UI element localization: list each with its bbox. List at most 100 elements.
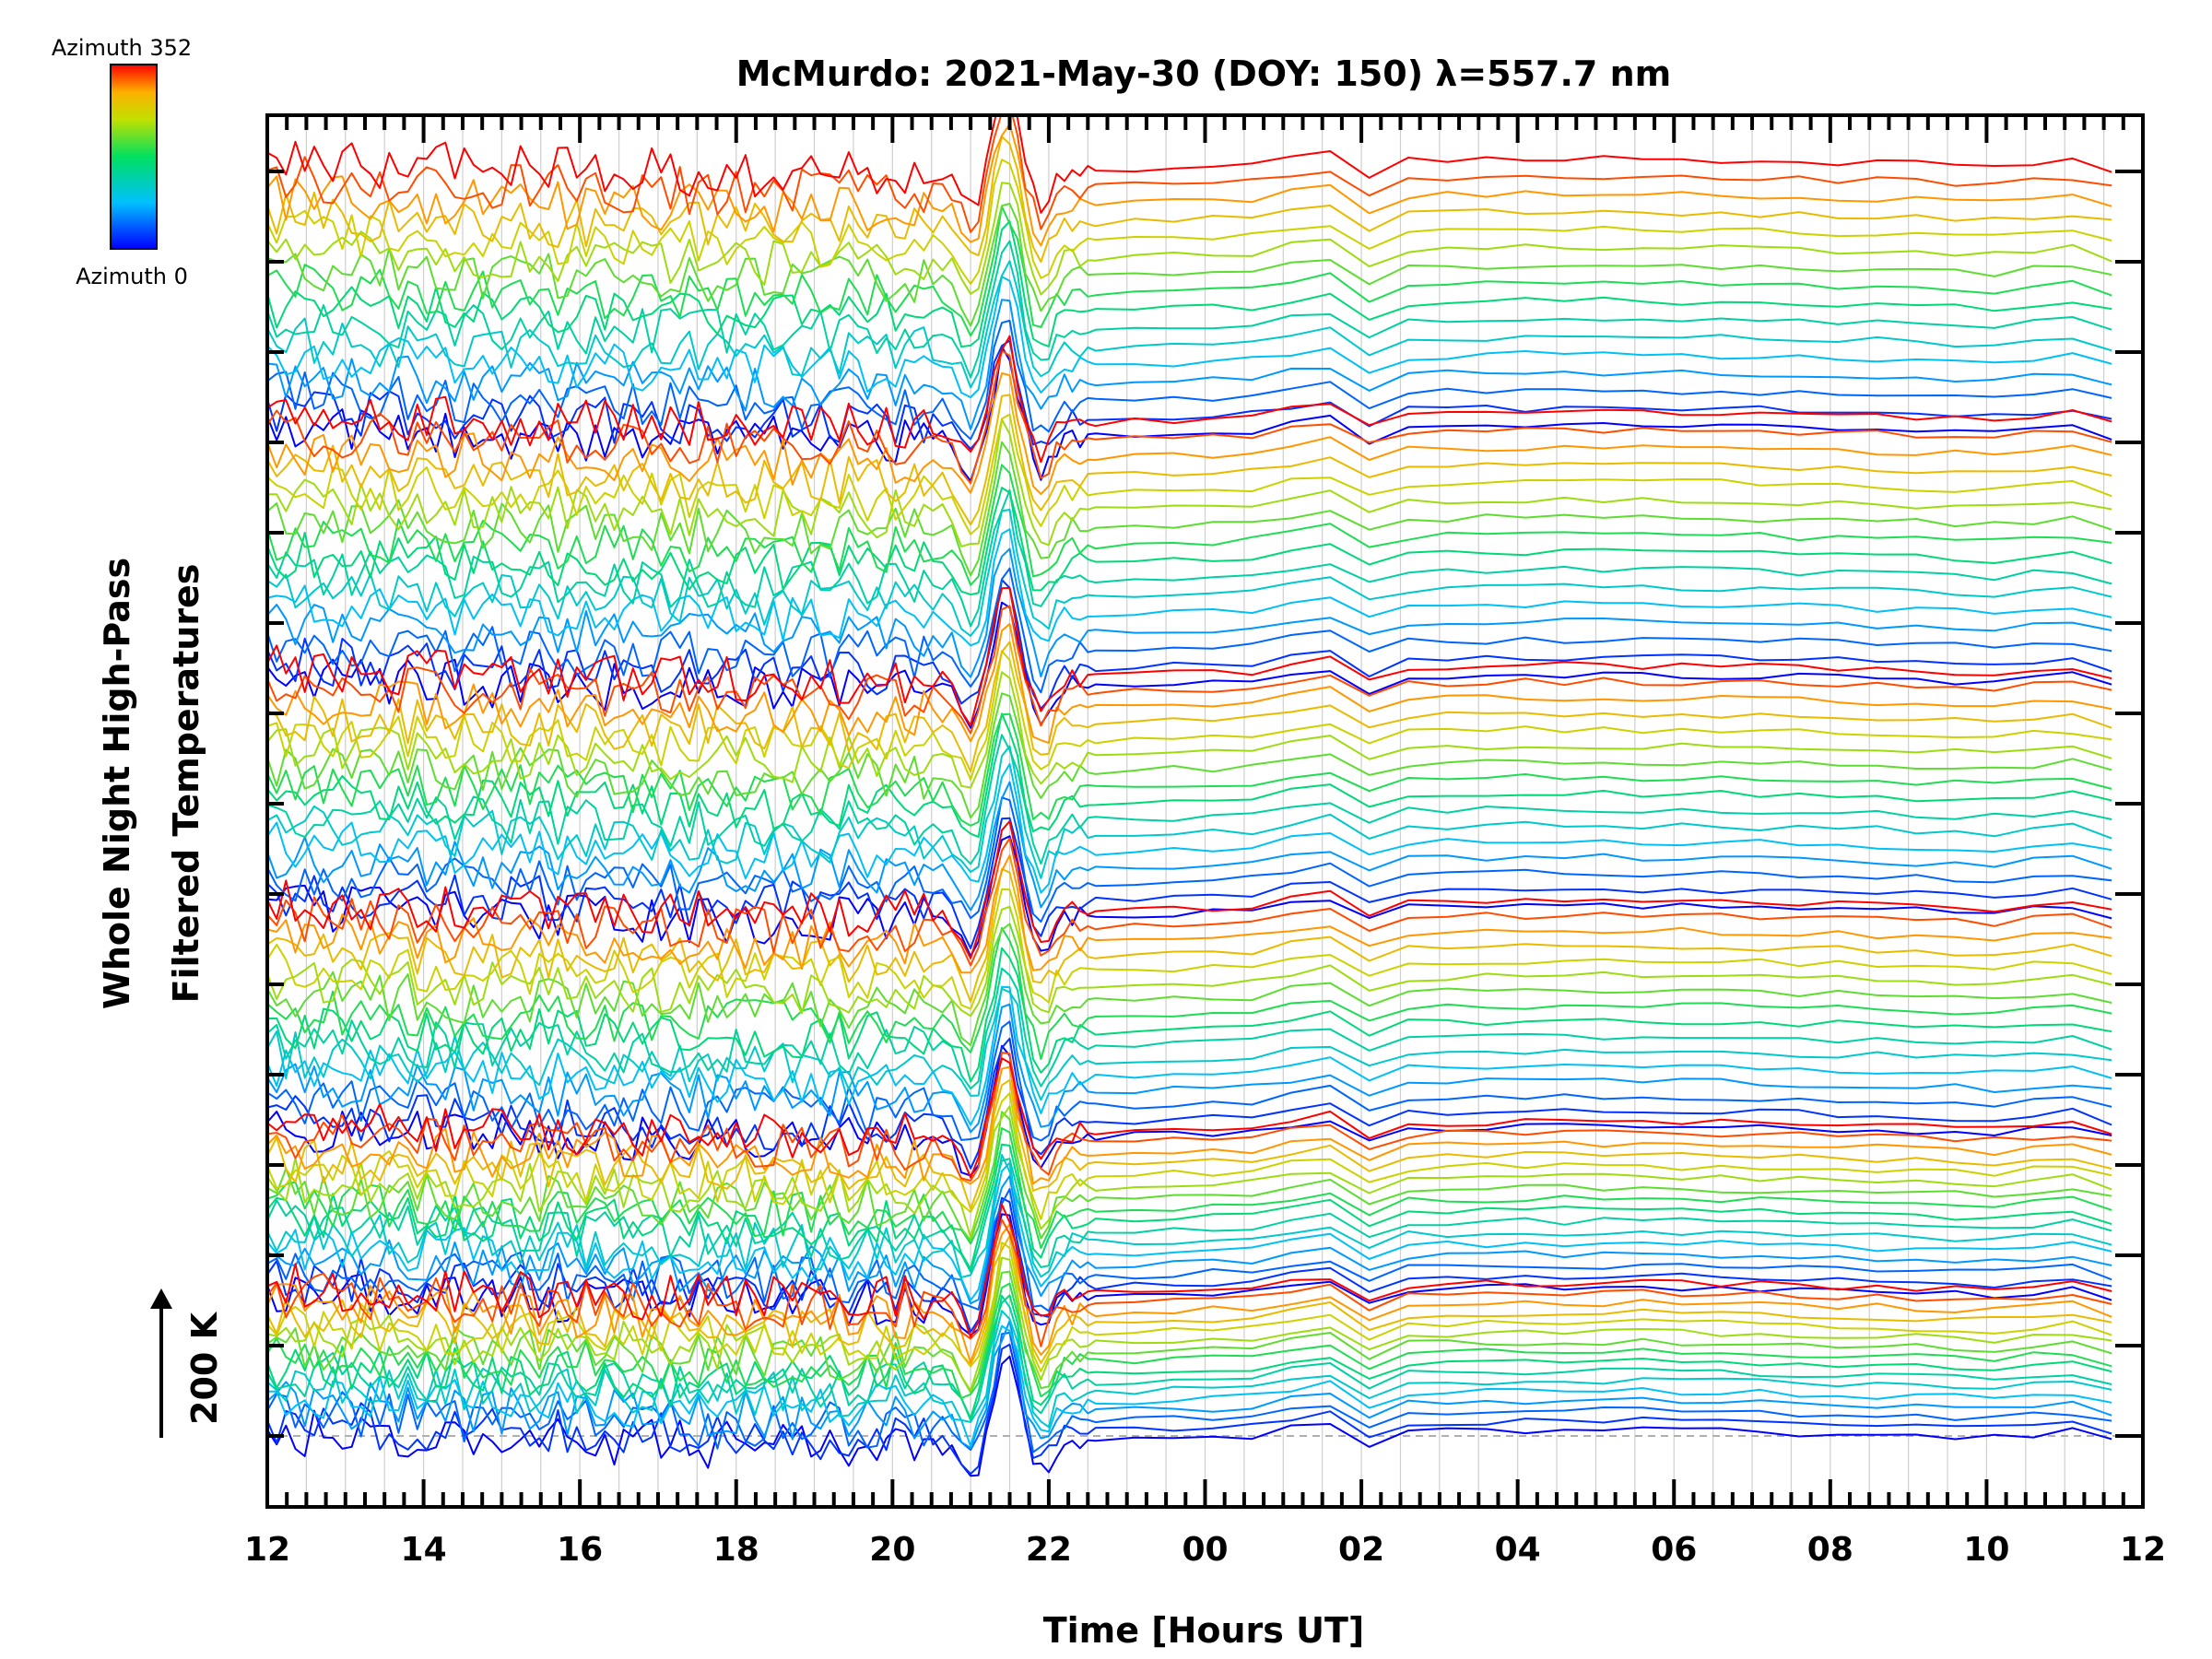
azimuth-trace [267, 586, 2112, 726]
azimuth-trace [267, 220, 2112, 348]
azimuth-trace [267, 1203, 2112, 1338]
y-axis-title-line1: Whole Night High-Pass [97, 558, 137, 1009]
azimuth-trace [267, 1111, 2112, 1241]
azimuth-trace [267, 1320, 2112, 1449]
azimuth-trace [267, 817, 2112, 949]
azimuth-trace [267, 601, 2112, 729]
x-tick-label: 14 [401, 1531, 447, 1569]
azimuth-trace [267, 1052, 2112, 1182]
colorbar-gradient [110, 64, 158, 250]
x-tick-label: 18 [713, 1531, 759, 1569]
azimuth-trace [267, 854, 2112, 974]
azimuth-trace [267, 206, 2112, 337]
azimuth-trace [267, 567, 2112, 694]
azimuth-trace [267, 159, 2112, 286]
azimuth-trace [267, 820, 2112, 959]
x-ticks [265, 115, 2145, 1507]
azimuth-trace [267, 1127, 2112, 1250]
y-axis-title-line2: Filtered Temperatures [166, 564, 206, 1004]
azimuth-trace [267, 923, 2112, 1046]
azimuth-trace [267, 692, 2112, 819]
azimuth-trace [267, 115, 2112, 233]
azimuth-trace [267, 1241, 2112, 1372]
azimuth-trace [267, 712, 2112, 827]
azimuth-trace [267, 650, 2112, 781]
x-tick-label: 08 [1807, 1531, 1853, 1569]
azimuth-trace [267, 299, 2112, 430]
azimuth-trace [267, 1092, 2112, 1220]
azimuth-trace [267, 967, 2112, 1090]
colorbar-top-label: Azimuth 352 [52, 35, 192, 61]
chart-title: McMurdo: 2021-May-30 (DOY: 150) λ=557.7 … [736, 53, 1672, 94]
azimuth-trace [267, 349, 2112, 485]
azimuth-trace [267, 1218, 2112, 1347]
azimuth-trace [267, 547, 2112, 678]
azimuth-trace [267, 123, 2112, 247]
azimuth-trace [267, 605, 2112, 735]
azimuth-trace [267, 346, 2112, 482]
x-tick-label: 04 [1495, 1531, 1541, 1569]
azimuth-trace [267, 1044, 2112, 1177]
azimuth-trace [267, 1343, 2112, 1476]
series-lines [267, 115, 2112, 1477]
azimuth-trace [267, 926, 2112, 1061]
azimuth-trace [267, 745, 2112, 879]
x-tick-label: 02 [1338, 1531, 1384, 1569]
x-tick-label: 20 [869, 1531, 915, 1569]
azimuth-trace [267, 1037, 2112, 1170]
azimuth-trace [267, 487, 2112, 596]
azimuth-trace [267, 712, 2112, 839]
azimuth-trace [267, 335, 2112, 464]
azimuth-trace [267, 579, 2112, 710]
scale-bar: 200 K [150, 1288, 225, 1438]
azimuth-trace [267, 947, 2112, 1083]
scale-arrow-head [150, 1288, 172, 1309]
azimuth-trace [267, 418, 2112, 547]
x-tick-labels: 12 14 16 18 20 22 00 02 04 06 08 10 12 [244, 1531, 2166, 1569]
y-axis-title: Whole Night High-Pass Filtered Temperatu… [97, 558, 206, 1009]
azimuth-trace [267, 1223, 2112, 1364]
azimuth-trace [267, 135, 2112, 264]
colorbar-bottom-label: Azimuth 0 [76, 264, 188, 289]
azimuth-trace [267, 1003, 2112, 1134]
scale-label: 200 K [184, 1311, 225, 1425]
azimuth-trace [267, 1020, 2112, 1142]
azimuth-trace [267, 319, 2112, 441]
x-tick-label: 06 [1651, 1531, 1697, 1569]
azimuth-trace [267, 115, 2112, 214]
azimuth-trace [267, 641, 2112, 773]
azimuth-trace [267, 734, 2112, 865]
azimuth-trace [267, 509, 2112, 637]
y-ticks [267, 170, 2143, 1438]
x-tick-label: 12 [2120, 1531, 2166, 1569]
azimuth-trace [267, 394, 2112, 526]
azimuth-trace [267, 1105, 2112, 1239]
azimuth-trace [267, 888, 2112, 1010]
azimuth-trace [267, 240, 2112, 379]
azimuth-trace [267, 1078, 2112, 1210]
azimuth-trace [267, 1057, 2112, 1179]
azimuth-trace [267, 763, 2112, 894]
x-tick-label: 16 [557, 1531, 603, 1569]
azimuth-trace [267, 441, 2112, 577]
azimuth-trace [267, 276, 2112, 399]
azimuth-trace [267, 372, 2112, 496]
azimuth-trace [267, 528, 2112, 647]
x-tick-label: 12 [244, 1531, 290, 1569]
azimuth-trace [267, 1154, 2112, 1278]
azimuth-trace [267, 488, 2112, 628]
azimuth-trace [267, 464, 2112, 586]
azimuth-trace [267, 905, 2112, 1018]
azimuth-trace [267, 867, 2112, 1003]
x-axis-title: Time [Hours UT] [1043, 1610, 1365, 1651]
x-tick-label: 10 [1963, 1531, 2009, 1569]
colorbar-legend: Azimuth 352 Azimuth 0 [52, 35, 192, 289]
azimuth-trace [267, 203, 2112, 327]
grid-lines [305, 115, 2105, 1507]
azimuth-trace [267, 413, 2112, 535]
azimuth-trace [267, 671, 2112, 789]
azimuth-trace [267, 182, 2112, 296]
x-tick-label: 22 [1026, 1531, 1072, 1569]
x-tick-label: 00 [1182, 1531, 1228, 1569]
